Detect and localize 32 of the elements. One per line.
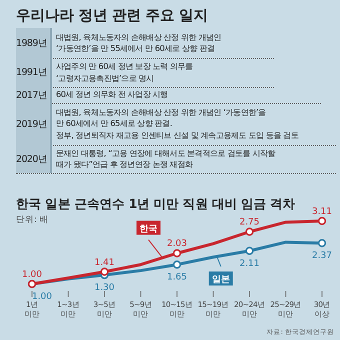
- point: [172, 260, 182, 269]
- data-label: 1.30: [94, 283, 115, 294]
- point: [245, 228, 254, 236]
- text: 대법원, 육체노동자의 손해배상 산정 위한 개념인 ‘가동연한’을 만 55세에서 만 60세로 상향 판결: [55, 32, 222, 54]
- point: [172, 249, 182, 258]
- point: [318, 238, 326, 248]
- data-label: 1.41: [94, 258, 115, 268]
- data-label: 2.75: [239, 218, 260, 228]
- point: [318, 216, 326, 226]
- data-label: 1.65: [166, 272, 188, 283]
- data-label: 1.00: [32, 292, 52, 302]
- chart-title: 한국 일본 근속연수 1년 미만 직원 대비 임금 격차: [16, 196, 296, 211]
- text: 우리나라 정년 관련 주요 일지: [16, 7, 208, 25]
- category-label: 2017년: [16, 87, 52, 103]
- category-label: 1991년: [16, 58, 52, 87]
- category-label: 1989년: [16, 28, 52, 58]
- data-label: 1.00: [22, 270, 42, 280]
- data-label: 2.11: [239, 258, 260, 269]
- point: [100, 268, 109, 276]
- data-label: 2.37: [312, 251, 332, 262]
- data-label: 3.11: [312, 207, 332, 217]
- text: 문재인 대통령, “고용 연장에 대해서도 본격적으로 검토를 시작할 때가 됐다”언급 후 정년연장 논쟁 재점화: [55, 148, 276, 170]
- category-label: 2019년: [16, 103, 52, 145]
- chart-subtitle: 단위: 배: [16, 215, 49, 225]
- text: 한국: [140, 224, 158, 234]
- category-label: 2020년: [16, 145, 52, 173]
- point: [245, 246, 254, 255]
- legend-label: 일본: [212, 275, 230, 285]
- text: 60세 정년 의무화 전 사업장 시행: [55, 89, 168, 101]
- text: 사업주의 만 60세 정년 보장 노력 의무를 ‘고령자고용촉진법’으로 명시: [55, 61, 193, 84]
- text: 대법원, 육체노동자의 손해배상 산정 위한 개념인 ‘가동연한’을 만 60세에서 만 65세로 상향 판결. 정부, 정년퇴직자 재고용 인센티브 신설 및 계속고용제도 도입 등을 검토: [55, 106, 298, 142]
- data-label: 2.03: [166, 239, 188, 250]
